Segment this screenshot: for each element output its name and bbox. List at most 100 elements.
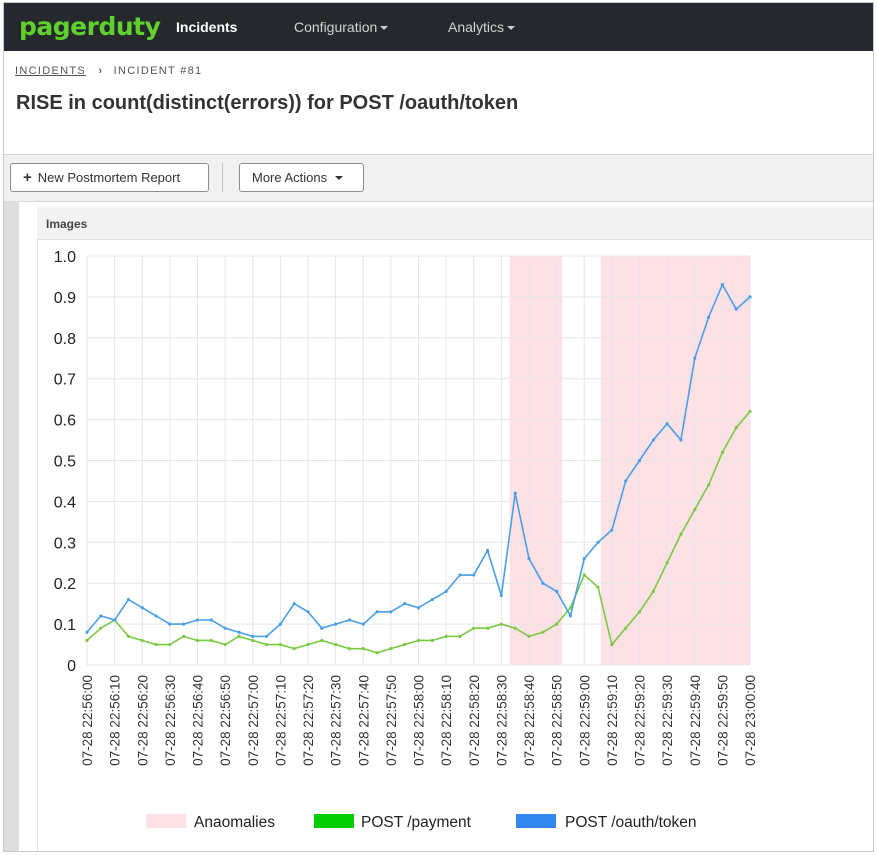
legend-label-2: POST /payment <box>361 814 472 831</box>
data-point <box>264 642 269 647</box>
data-point <box>499 622 503 626</box>
data-point <box>182 634 186 638</box>
data-point <box>126 597 131 602</box>
x-tick-label: 07-28 22:56:30 <box>163 675 178 766</box>
data-point <box>403 602 407 606</box>
data-point <box>264 634 269 638</box>
data-point <box>416 606 421 610</box>
toolbar-divider <box>222 163 223 192</box>
data-point <box>223 626 227 630</box>
data-point <box>347 647 352 651</box>
data-point <box>734 307 738 311</box>
data-point <box>334 622 338 626</box>
x-tick-label: 07-28 22:56:40 <box>191 675 206 766</box>
chevron-right-icon: › <box>98 65 104 77</box>
data-point <box>195 638 200 643</box>
data-point <box>596 540 600 544</box>
data-point <box>306 610 310 614</box>
data-point <box>527 634 531 638</box>
nav-analytics[interactable]: Analytics <box>448 19 516 35</box>
data-point <box>748 409 752 414</box>
data-point <box>278 642 282 647</box>
x-tick-label: 07-28 22:58:40 <box>522 675 537 766</box>
y-tick-label: 0.9 <box>54 290 76 307</box>
data-point <box>126 634 131 638</box>
x-tick-label: 07-28 22:58:20 <box>467 675 482 766</box>
x-tick-label: 07-28 22:59:30 <box>660 675 675 766</box>
nav-configuration[interactable]: Configuration <box>294 19 389 35</box>
y-tick-label: 0.2 <box>54 576 76 593</box>
nav-analytics-label: Analytics <box>448 19 505 35</box>
data-point <box>209 638 213 643</box>
data-point <box>403 642 407 647</box>
x-tick-label: 07-28 22:57:10 <box>273 675 288 766</box>
left-gutter <box>4 201 19 851</box>
legend-swatch-3 <box>516 814 556 828</box>
x-tick-label: 07-28 22:59:50 <box>715 675 730 766</box>
x-tick-label: 07-28 22:58:10 <box>439 675 454 766</box>
app-window: pagerduty Incidents Configuration Analyt… <box>3 2 874 852</box>
data-point <box>334 642 338 647</box>
data-point <box>182 622 186 626</box>
data-point <box>389 610 393 614</box>
data-point <box>555 622 559 626</box>
data-point <box>223 642 227 647</box>
data-point <box>679 438 683 442</box>
data-point <box>416 638 421 643</box>
data-point <box>99 626 103 630</box>
data-point <box>375 610 379 614</box>
panel-border <box>37 207 38 851</box>
x-tick-label: 07-28 22:57:40 <box>356 675 371 766</box>
data-point <box>458 634 462 638</box>
anomaly-chart: 07-28 22:56:00 07-28 22:56:10 07-28 22:56:… <box>54 249 758 831</box>
y-tick-label: 0.6 <box>54 413 76 430</box>
data-point <box>113 618 117 622</box>
data-point <box>361 622 365 626</box>
breadcrumb: INCIDENTS › INCIDENT #81 <box>15 65 202 77</box>
data-point <box>154 642 158 647</box>
data-point <box>237 630 241 634</box>
x-tick-label: 07-28 22:57:30 <box>329 675 344 766</box>
x-tick-label: 07-28 22:58:00 <box>412 675 427 766</box>
x-tick-label: 07-28 22:58:50 <box>550 675 565 766</box>
x-tick-label: 07-28 22:59:00 <box>577 675 592 766</box>
x-tick-label: 07-28 22:59:20 <box>633 675 648 766</box>
data-point <box>251 634 255 638</box>
data-point <box>720 450 724 454</box>
x-tick-label: 07-28 22:57:20 <box>301 675 316 766</box>
data-point <box>513 626 517 630</box>
chevron-down-icon <box>507 26 516 30</box>
data-point <box>596 585 600 589</box>
y-tick-label: 1.0 <box>54 249 76 266</box>
data-point <box>140 606 144 610</box>
more-actions-button[interactable]: More Actions <box>239 163 364 192</box>
data-point <box>568 614 573 618</box>
data-point <box>651 589 655 593</box>
data-point <box>375 651 379 655</box>
new-postmortem-button[interactable]: + New Postmortem Report <box>10 163 209 192</box>
chevron-down-icon <box>380 26 389 30</box>
data-point <box>458 573 462 577</box>
data-point <box>306 642 310 647</box>
more-actions-label: More Actions <box>252 170 328 185</box>
breadcrumb-incidents-link[interactable]: INCIDENTS <box>15 65 86 77</box>
data-point <box>292 602 296 606</box>
page-title: RISE in count(distinct(errors)) for POST… <box>16 92 519 114</box>
data-point <box>278 622 282 626</box>
caret-down-icon <box>335 175 344 180</box>
data-point <box>706 315 711 319</box>
x-tick-label: 07-28 22:59:40 <box>688 675 703 766</box>
data-point <box>195 618 200 622</box>
data-point <box>610 642 614 647</box>
data-point <box>85 630 89 634</box>
pagerduty-logo[interactable]: pagerduty <box>19 12 161 41</box>
data-point <box>168 622 172 626</box>
data-point <box>527 557 531 561</box>
data-point <box>665 561 669 565</box>
plus-icon: + <box>23 169 32 186</box>
data-point <box>140 638 144 643</box>
data-point <box>568 606 573 610</box>
y-tick-label: 0 <box>67 658 76 675</box>
x-tick-label: 07-28 22:56:00 <box>80 675 95 766</box>
nav-incidents[interactable]: Incidents <box>176 19 237 35</box>
